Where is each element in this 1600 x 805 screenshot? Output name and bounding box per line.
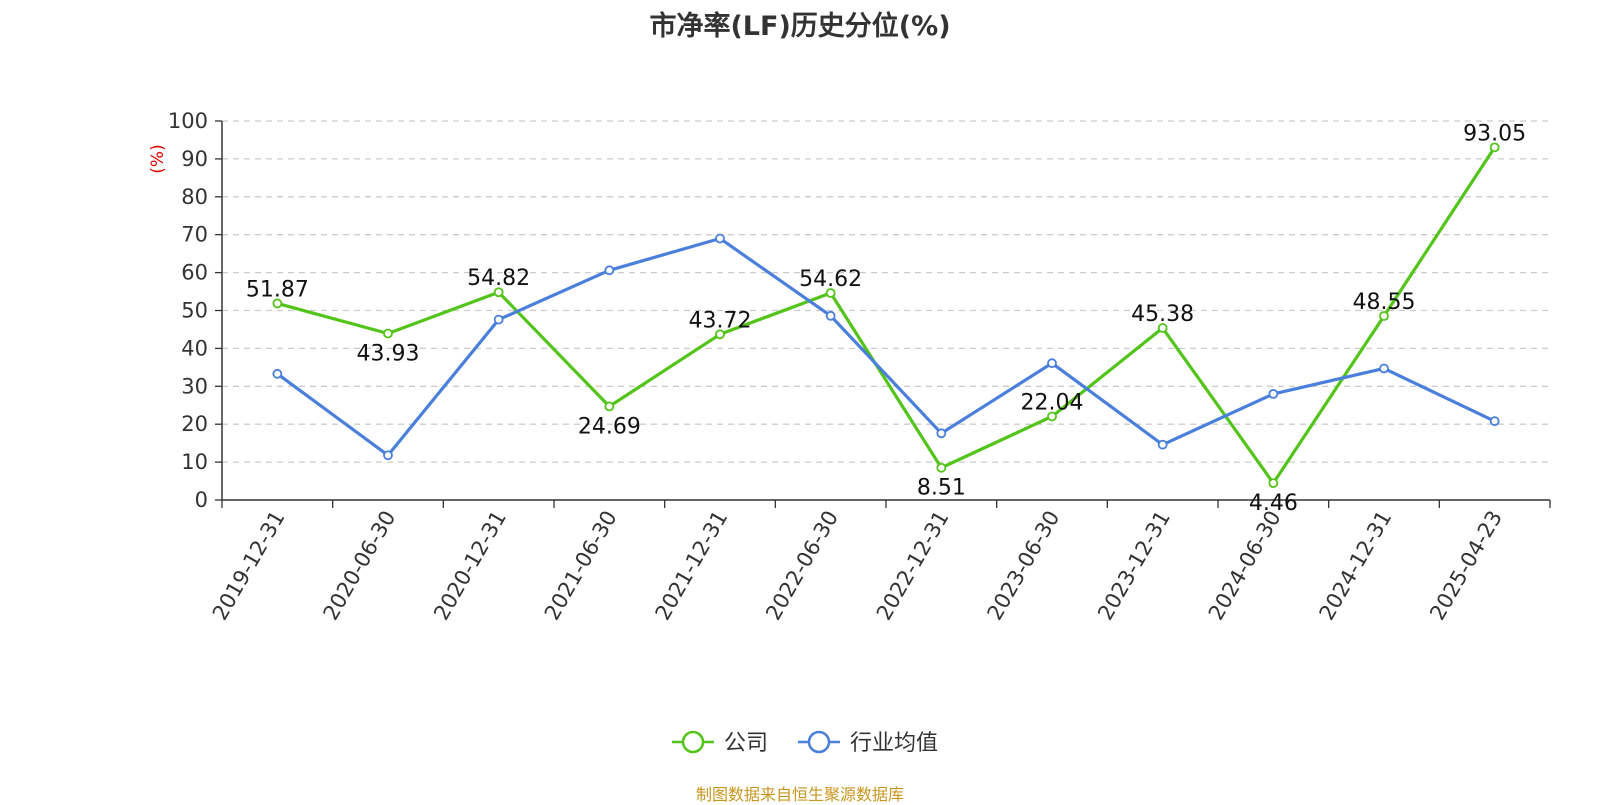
data-labels: 51.87 43.93 54.82 24.69 43.72 54.62 8.51 22.04 4… bbox=[246, 121, 1526, 516]
legend-marker bbox=[807, 730, 831, 754]
x-tick-label: 2025-04-23 bbox=[1425, 507, 1507, 625]
series-line-1 bbox=[276, 146, 1497, 485]
y-tick-label: 70 bbox=[181, 223, 208, 247]
legend-label: 公司 bbox=[724, 731, 768, 756]
series-1-point bbox=[1047, 411, 1057, 422]
data-label: 48.55 bbox=[1353, 290, 1416, 315]
y-tick-label: 20 bbox=[181, 412, 208, 436]
series-2-point bbox=[383, 450, 393, 461]
x-tick-label: 2024-06-30 bbox=[1204, 507, 1286, 625]
data-label: 4.46 bbox=[1249, 491, 1298, 516]
series-2-point bbox=[604, 265, 615, 276]
legend-label: 行业均值 bbox=[850, 731, 938, 756]
y-tick-label: 40 bbox=[181, 336, 208, 360]
series-2-point bbox=[1489, 416, 1500, 427]
data-label: 93.05 bbox=[1463, 121, 1526, 146]
y-tick-label: 50 bbox=[181, 299, 208, 323]
series-2-point bbox=[825, 310, 836, 321]
series-2-point bbox=[936, 428, 947, 439]
x-tick-label: 2019-12-31 bbox=[208, 507, 290, 625]
series-1-point bbox=[715, 329, 725, 340]
series-1-point bbox=[1268, 478, 1279, 488]
x-tick-label: 2023-12-31 bbox=[1093, 507, 1175, 625]
y-tick-label: 60 bbox=[181, 261, 208, 285]
x-tick-label: 2022-06-30 bbox=[761, 507, 843, 625]
series-1-point bbox=[493, 287, 504, 298]
y-tick-label: 30 bbox=[181, 374, 208, 398]
series-2-point bbox=[1268, 388, 1279, 399]
x-tick-label: 2021-12-31 bbox=[651, 507, 733, 625]
series-1-point bbox=[383, 328, 393, 339]
y-tick-label: 90 bbox=[181, 147, 208, 171]
data-label: 24.69 bbox=[578, 414, 641, 439]
series-2-point bbox=[1047, 358, 1057, 369]
series-1-point bbox=[272, 298, 283, 309]
series-2-point bbox=[1379, 363, 1389, 374]
series-1-point bbox=[1489, 142, 1500, 153]
series-2-point bbox=[272, 368, 283, 379]
data-label: 45.38 bbox=[1131, 302, 1194, 327]
series-2-point bbox=[715, 233, 725, 244]
series-1-point bbox=[1379, 311, 1389, 321]
series-line-2 bbox=[276, 236, 1496, 457]
legend-marker bbox=[681, 730, 705, 754]
data-label: 8.51 bbox=[917, 476, 966, 501]
axes: 0 10 20 30 40 50 60 70 80 90 100(%) 2019-12-31 2020-… bbox=[148, 109, 1551, 625]
series-1-point bbox=[604, 401, 615, 412]
x-tick-label: 2022-12-31 bbox=[872, 506, 954, 624]
x-tick-label: 2023-06-30 bbox=[983, 507, 1065, 625]
y-tick-label: 80 bbox=[181, 185, 208, 209]
legend: 公司 行业均值 bbox=[672, 730, 938, 756]
series-1-point bbox=[825, 288, 836, 298]
x-tick-label: 2021-06-30 bbox=[540, 507, 622, 625]
y-tick-label: 10 bbox=[181, 450, 208, 474]
series-2-point bbox=[1157, 439, 1168, 450]
series-1-point bbox=[936, 462, 947, 473]
data-label: 22.04 bbox=[1021, 390, 1084, 415]
x-tick-label: 2020-12-31 bbox=[429, 506, 511, 624]
series-2-point bbox=[493, 314, 504, 325]
series-lines bbox=[272, 142, 1500, 488]
y-tick-label: 100 bbox=[168, 109, 208, 133]
data-label: 43.72 bbox=[689, 308, 752, 333]
data-label: 51.87 bbox=[246, 277, 309, 302]
data-source-note: 制图数据来自恒生聚源数据库 bbox=[695, 785, 904, 804]
chart-title: 市净率(LF)历史分位(%) bbox=[649, 11, 951, 42]
y-tick-label: 0 bbox=[195, 488, 208, 512]
series-1-point bbox=[1157, 323, 1168, 333]
data-label: 54.82 bbox=[467, 266, 530, 291]
y-axis-label: (%) bbox=[148, 144, 168, 173]
x-tick-label: 2024-12-31 bbox=[1315, 507, 1397, 625]
grid-lines bbox=[222, 120, 1550, 463]
x-tick-label: 2020-06-30 bbox=[319, 507, 401, 625]
data-label: 43.93 bbox=[357, 342, 420, 367]
data-label: 54.62 bbox=[799, 267, 862, 292]
